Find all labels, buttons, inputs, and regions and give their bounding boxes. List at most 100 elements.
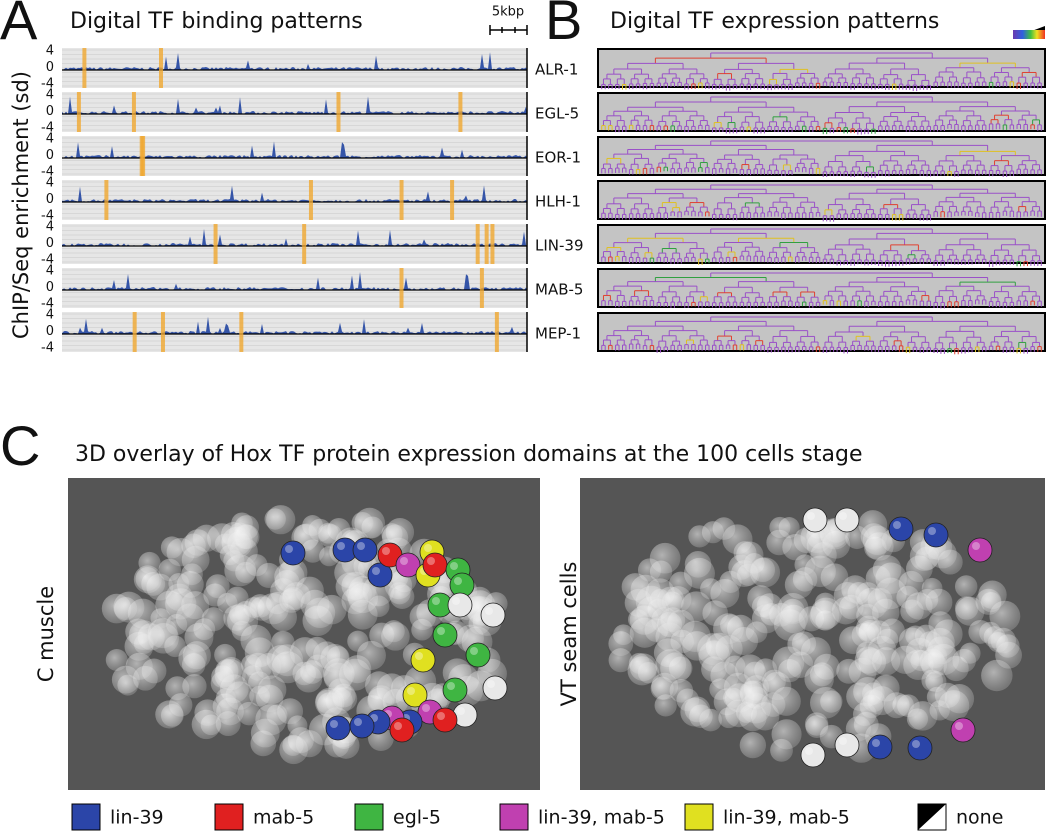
- legend-label: none: [956, 807, 1003, 829]
- cell: [929, 700, 950, 721]
- nucleus: [325, 715, 351, 741]
- cell: [855, 615, 882, 642]
- cell: [676, 688, 700, 712]
- cell: [664, 586, 692, 613]
- cell: [244, 652, 273, 681]
- highlight: [485, 607, 493, 615]
- panel-title: 3D overlay of Hox TF protein expression …: [75, 442, 863, 467]
- highlight: [872, 739, 880, 747]
- y-tick-label: 0: [46, 236, 54, 251]
- highlight: [285, 545, 293, 553]
- cell: [166, 613, 188, 636]
- highlight: [450, 562, 458, 570]
- highlight: [805, 747, 813, 755]
- cell: [800, 637, 831, 668]
- nucleus: [800, 742, 826, 768]
- highlight: [839, 737, 847, 745]
- cell: [165, 583, 193, 611]
- cell: [125, 652, 153, 680]
- cell: [739, 731, 767, 759]
- cell: [613, 624, 634, 646]
- cell: [772, 646, 805, 679]
- highlight: [372, 567, 380, 575]
- cell: [192, 524, 220, 552]
- cell: [105, 649, 128, 671]
- highlight: [807, 512, 815, 520]
- cell: [740, 692, 771, 724]
- cell: [771, 719, 802, 750]
- signal: [62, 316, 527, 334]
- peak-call: [458, 92, 463, 132]
- legend-swatch: [918, 804, 946, 830]
- peak-call: [213, 224, 218, 264]
- legend-label: mab-5: [253, 807, 314, 829]
- image-label: VT seam cells: [557, 562, 581, 707]
- nucleus: [482, 675, 508, 701]
- highlight: [400, 557, 408, 565]
- cell: [135, 567, 160, 591]
- cell: [636, 596, 668, 628]
- y-tick-label: -4: [41, 341, 54, 356]
- scale-bar: [489, 25, 528, 35]
- cell: [117, 674, 139, 696]
- cell: [688, 525, 711, 548]
- highlight: [424, 544, 432, 552]
- nucleus: [432, 707, 458, 733]
- track-name: HLH-1: [535, 193, 581, 211]
- cell: [855, 582, 881, 608]
- cell: [923, 644, 948, 669]
- cell: [160, 704, 184, 727]
- peak-call: [239, 312, 244, 352]
- cell: [655, 649, 687, 680]
- y-tick-label: -4: [41, 165, 54, 180]
- y-tick-label: -4: [41, 209, 54, 224]
- panel-label: A: [0, 0, 38, 51]
- nucleus: [802, 507, 828, 533]
- peak-call: [399, 268, 404, 308]
- highlight: [454, 577, 462, 585]
- highlight: [337, 542, 345, 550]
- legend-label: egl-5: [393, 807, 441, 829]
- y-axis-label: ChIP/Seq enrichment (sd): [9, 71, 33, 339]
- nucleus: [834, 507, 860, 533]
- cell: [848, 657, 877, 686]
- legend-label: lin-39, mab-5: [723, 807, 850, 829]
- cell: [777, 592, 809, 625]
- cell: [751, 604, 781, 634]
- peak-call: [82, 48, 87, 88]
- y-tick-label: 0: [46, 60, 54, 75]
- cell: [228, 522, 251, 544]
- cell: [166, 537, 195, 567]
- nucleus: [432, 622, 458, 648]
- cell: [255, 684, 284, 713]
- nucleus: [834, 732, 860, 758]
- cell: [128, 620, 159, 651]
- cell: [205, 574, 230, 599]
- cell: [654, 694, 677, 717]
- peak-call: [494, 312, 499, 352]
- cell: [989, 600, 1021, 632]
- track-name: ALR-1: [535, 61, 578, 79]
- cell: [805, 715, 829, 738]
- legend-swatch: [214, 803, 244, 831]
- cell: [981, 659, 1013, 692]
- cell: [326, 645, 350, 669]
- highlight: [354, 718, 362, 726]
- cell: [295, 730, 323, 758]
- cell: [356, 640, 386, 670]
- y-tick-label: 4: [46, 264, 54, 279]
- track-name: LIN-39: [535, 237, 584, 255]
- cell: [782, 533, 809, 561]
- y-tick-label: -4: [41, 77, 54, 92]
- cell: [277, 698, 304, 725]
- cell: [954, 575, 978, 598]
- nucleus: [888, 516, 914, 542]
- nucleus: [442, 677, 468, 703]
- cell: [896, 585, 920, 609]
- highlight: [928, 527, 936, 535]
- cell: [382, 620, 405, 643]
- cell: [649, 542, 681, 574]
- highlight: [452, 597, 460, 605]
- y-tick-label: 4: [46, 44, 54, 59]
- cell: [955, 596, 985, 626]
